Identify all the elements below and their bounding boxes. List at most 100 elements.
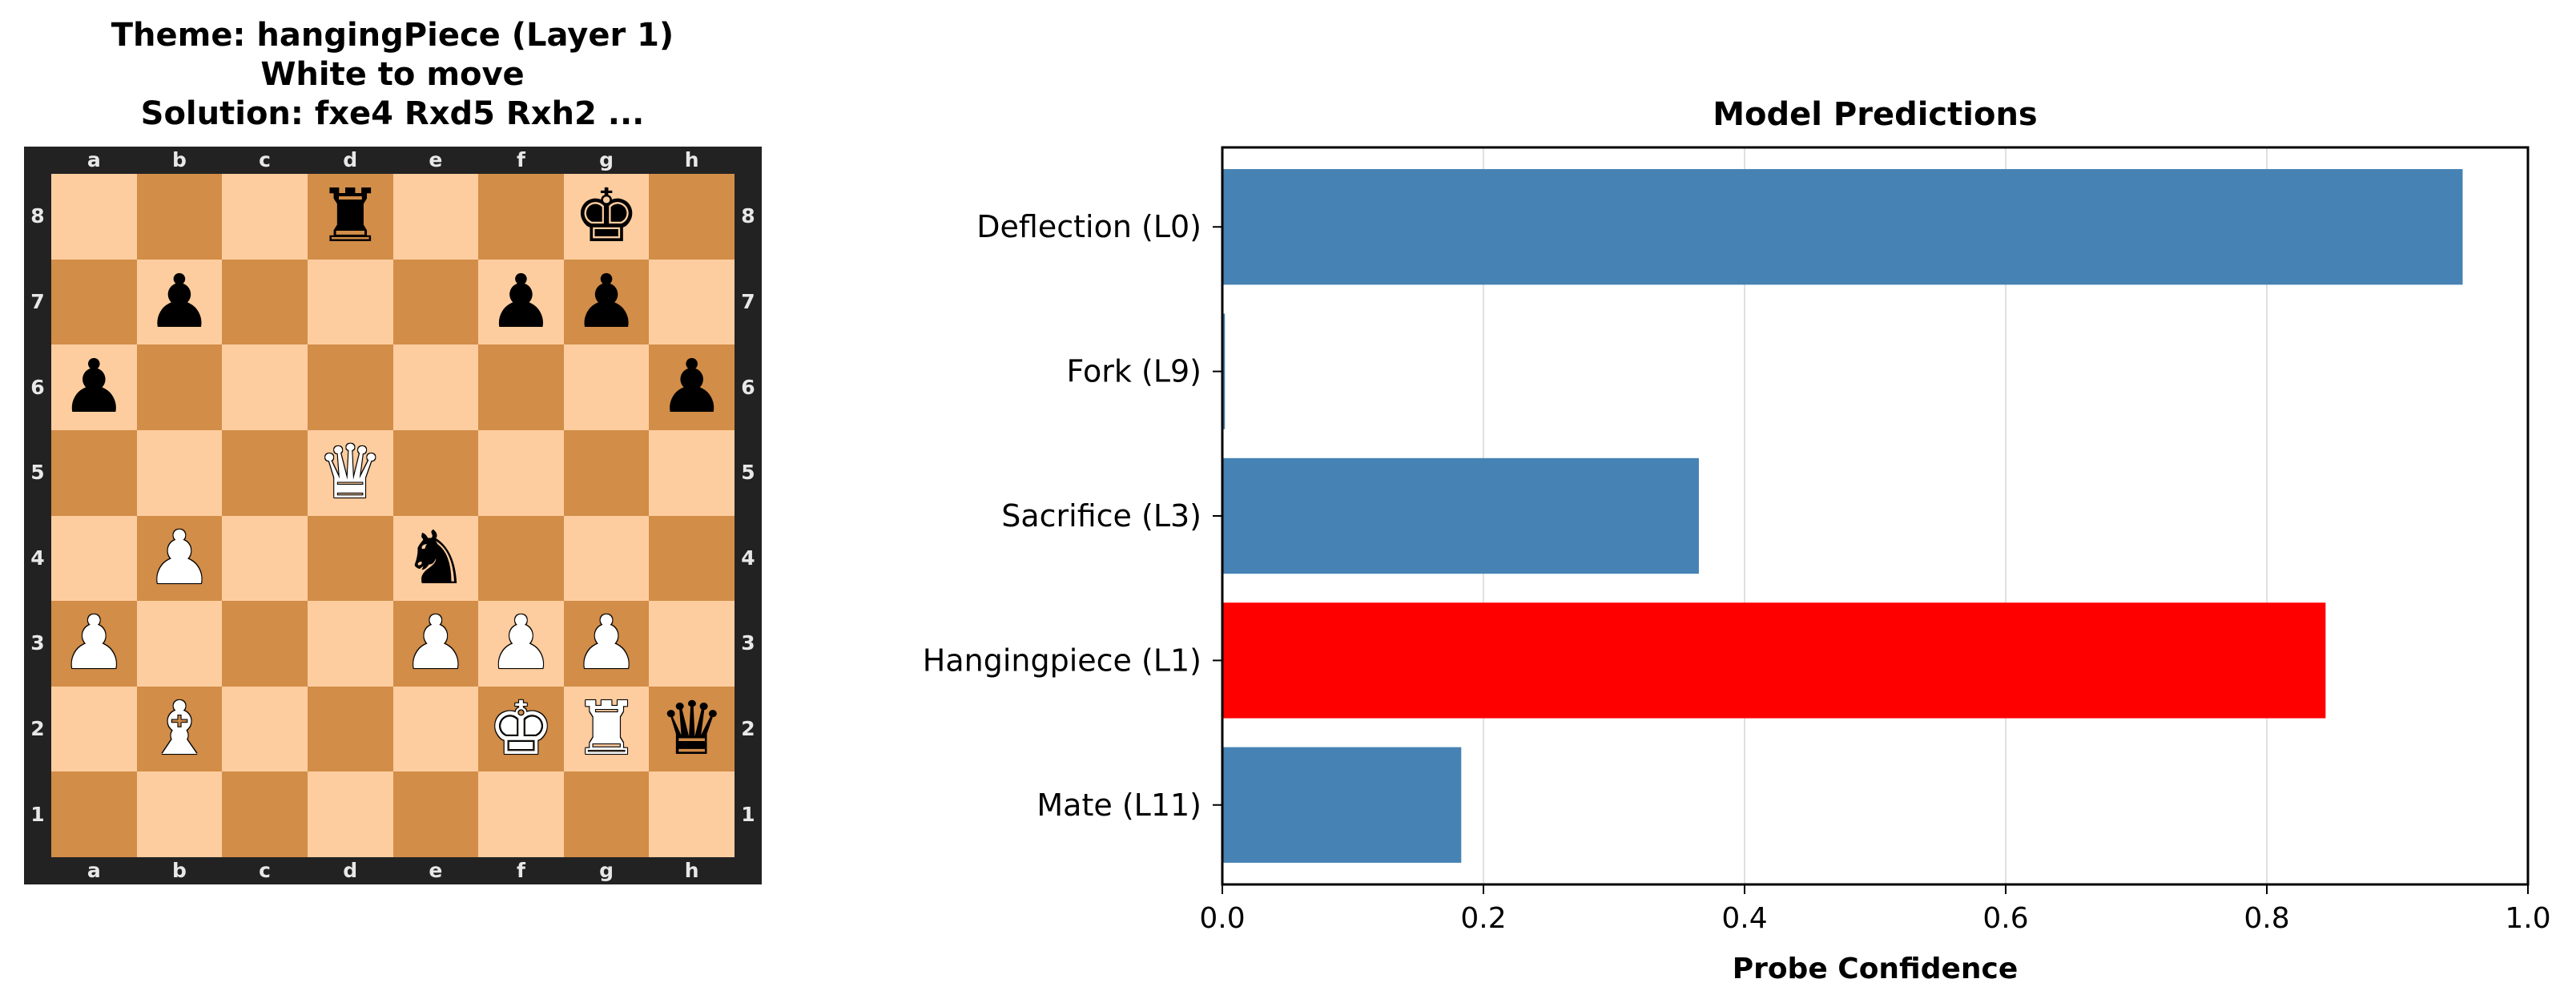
file-label-top: h <box>684 148 699 171</box>
square-e4: ♞ <box>392 514 479 602</box>
file-label-top: e <box>429 148 443 171</box>
square-f3: ♟ <box>478 601 564 687</box>
square-g4 <box>563 515 650 602</box>
x-tick-label: 0.4 <box>1721 902 1767 935</box>
file-label-bottom: h <box>684 859 699 882</box>
bar <box>1222 457 1699 574</box>
x-tick-label: 1.0 <box>2505 902 2550 935</box>
file-label-top: d <box>343 148 358 171</box>
square-b7: ♟ <box>136 259 223 345</box>
square-c6 <box>222 344 308 430</box>
black-pawn-icon: ♟ <box>573 258 640 344</box>
black-pawn-icon: ♟ <box>658 344 725 430</box>
rank-label-left: 7 <box>30 289 45 313</box>
white-pawn-icon: ♟ <box>61 600 127 687</box>
square-d1 <box>307 771 393 857</box>
file-label-top: b <box>171 148 187 171</box>
rank-label-right: 2 <box>741 717 755 741</box>
square-e5 <box>392 429 479 516</box>
board-title: Theme: hangingPiece (Layer 1) White to m… <box>24 16 761 134</box>
bars <box>1222 169 2463 863</box>
square-f6 <box>478 344 564 430</box>
file-label-bottom: a <box>87 859 101 882</box>
rank-label-right: 4 <box>741 546 755 570</box>
x-tick-label: 0.2 <box>1460 902 1506 935</box>
black-pawn-icon: ♟ <box>488 258 554 344</box>
rank-label-left: 6 <box>30 375 45 399</box>
square-c1 <box>222 771 308 857</box>
square-c2 <box>222 686 308 772</box>
square-e8 <box>392 174 479 260</box>
y-tick-label: Mate (L11) <box>1036 788 1201 823</box>
rank-label-left: 5 <box>30 461 45 485</box>
bar <box>1222 747 1462 863</box>
square-c4 <box>222 515 308 602</box>
square-g7: ♟ <box>563 258 650 345</box>
square-f2: ♚ <box>478 685 564 772</box>
square-f8 <box>478 174 564 260</box>
rank-label-left: 3 <box>30 631 45 655</box>
chart-title: Model Predictions <box>1713 96 2038 133</box>
square-e1 <box>392 771 479 857</box>
white-bishop-icon: ♝ <box>146 685 213 771</box>
file-label-bottom: d <box>343 859 358 882</box>
file-label-bottom: g <box>599 859 614 882</box>
file-label-top: g <box>599 148 614 171</box>
rank-label-left: 2 <box>30 717 45 741</box>
square-c7 <box>222 259 308 345</box>
x-tick-label: 0.8 <box>2244 902 2289 935</box>
square-h2: ♛ <box>649 685 735 772</box>
white-king-icon: ♚ <box>488 685 554 771</box>
y-tick-label: Sacrifice (L3) <box>1001 498 1201 534</box>
black-queen-icon: ♛ <box>658 685 725 771</box>
rank-label-right: 7 <box>741 289 755 313</box>
square-d5: ♛ <box>307 430 393 516</box>
board-squares: ♜ ♚ ♟ ♟ ♟ ♟ ♟ ♛ ♟ ♞ ♟ ♟ ♟ ♟ ♝ ♚ ♜ ♛ <box>51 174 735 857</box>
square-a5 <box>51 429 137 516</box>
square-d2 <box>307 686 393 772</box>
file-label-top: f <box>516 148 525 171</box>
square-c3 <box>222 601 308 687</box>
square-g1 <box>563 771 650 857</box>
square-d3 <box>307 601 393 687</box>
board-title-side-to-move: White to move <box>260 56 525 93</box>
board-title-theme: Theme: hangingPiece (Layer 1) <box>111 17 674 54</box>
square-g3: ♟ <box>563 601 650 687</box>
file-label-bottom: c <box>259 859 271 882</box>
bar <box>1222 169 2463 285</box>
square-b8 <box>136 174 223 260</box>
square-b1 <box>136 771 223 857</box>
file-label-bottom: b <box>171 859 187 882</box>
square-g8: ♚ <box>563 174 650 260</box>
board-title-solution: Solution: fxe4 Rxd5 Rxh2 ... <box>140 95 645 132</box>
square-h4 <box>649 515 735 602</box>
square-d8: ♜ <box>307 173 393 260</box>
square-a6: ♟ <box>51 344 137 430</box>
square-f7: ♟ <box>478 258 564 345</box>
y-tick-label: Deflection (L0) <box>976 209 1201 244</box>
file-label-bottom: f <box>516 859 525 882</box>
square-f4 <box>478 515 564 602</box>
rank-label-right: 1 <box>741 802 755 826</box>
black-pawn-icon: ♟ <box>61 344 127 430</box>
rank-label-left: 8 <box>30 204 45 228</box>
black-knight-icon: ♞ <box>402 514 469 601</box>
ticks: 0.0 0.2 0.4 0.6 0.8 1.0 Deflection (L0) Fork (L… <box>923 209 2551 935</box>
square-h7 <box>649 259 735 345</box>
square-h1 <box>649 771 735 857</box>
x-tick-label: 0.6 <box>1982 902 2028 935</box>
rank-label-left: 1 <box>30 802 45 826</box>
x-axis-label: Probe Confidence <box>1733 953 2019 985</box>
square-a2 <box>51 686 137 772</box>
square-b4: ♟ <box>136 515 223 602</box>
square-h8 <box>649 174 735 260</box>
bar <box>1222 313 1226 429</box>
file-label-top: a <box>87 148 101 171</box>
black-rook-icon: ♜ <box>316 173 384 259</box>
y-tick-label: Hangingpiece (L1) <box>923 643 1201 678</box>
square-b2: ♝ <box>136 685 223 772</box>
square-d4 <box>307 515 393 602</box>
square-h5 <box>649 429 735 516</box>
